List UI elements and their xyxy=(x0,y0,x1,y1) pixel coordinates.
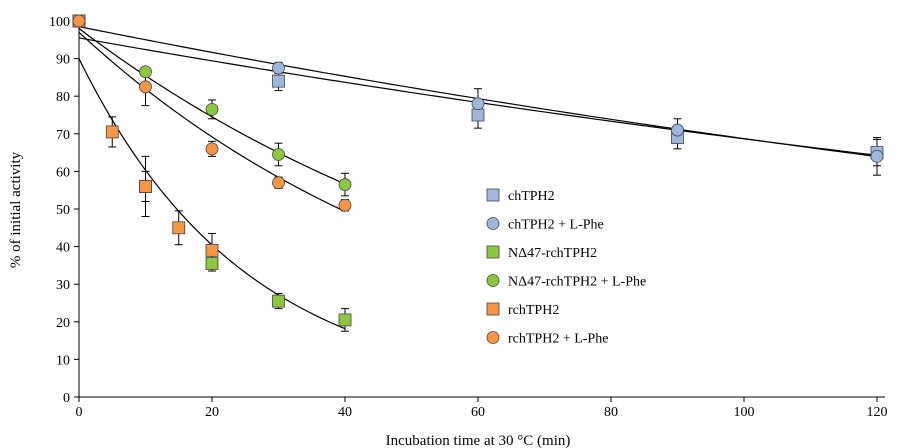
data-point xyxy=(870,149,884,163)
legend-item: NΔ47-rchTPH2 xyxy=(486,245,597,261)
legend-label: NΔ47-rchTPH2 + L-Phe xyxy=(508,275,646,290)
x-tick-label: 80 xyxy=(604,405,618,420)
legend-label: chTPH2 + L-Phe xyxy=(508,218,604,233)
y-tick-label: 50 xyxy=(56,203,70,218)
data-point xyxy=(272,74,285,88)
x-axis-label: Incubation time at 30 °C (min) xyxy=(386,433,571,448)
legend-swatch xyxy=(486,331,500,344)
x-tick-label: 40 xyxy=(338,405,352,420)
y-tick-label: 70 xyxy=(56,128,70,143)
data-point xyxy=(272,176,285,190)
y-tick-label: 90 xyxy=(56,53,70,68)
data-point xyxy=(205,257,219,270)
data-point xyxy=(272,294,285,308)
legend-swatch xyxy=(486,274,500,287)
data-point xyxy=(139,180,152,193)
y-tick-label: 10 xyxy=(56,353,70,368)
legend-item: rchTPH2 xyxy=(486,302,559,318)
y-tick-label: 60 xyxy=(56,165,70,180)
legend-item: NΔ47-rchTPH2 + L-Phe xyxy=(486,274,646,290)
y-tick-label: 0 xyxy=(63,391,70,406)
y-tick-label: 40 xyxy=(56,241,70,256)
data-point xyxy=(471,97,485,111)
legend-item: chTPH2 xyxy=(486,188,555,204)
y-tick-label: 100 xyxy=(49,15,70,30)
x-tick-label: 60 xyxy=(471,405,485,420)
legend-item: rchTPH2 + L-Phe xyxy=(486,331,608,347)
data-point xyxy=(205,102,219,116)
data-point xyxy=(72,14,86,28)
data-point xyxy=(272,61,285,75)
data-point xyxy=(205,142,219,156)
x-tick-label: 100 xyxy=(734,405,755,420)
legend: chTPH2 chTPH2 + L-Phe NΔ47-rchTPH2 NΔ47-rch… xyxy=(486,188,646,347)
data-point xyxy=(139,80,152,94)
data-point xyxy=(172,221,186,235)
legend-label: chTPH2 xyxy=(508,189,555,204)
legend-label: rchTPH2 + L-Phe xyxy=(508,332,608,347)
data-point xyxy=(338,178,352,191)
x-tick-label: 120 xyxy=(867,405,888,420)
legend-swatch xyxy=(486,245,500,259)
y-tick-label: 30 xyxy=(56,278,70,293)
data-point xyxy=(338,313,352,327)
fit-curve xyxy=(78,58,346,330)
data-point xyxy=(671,123,684,137)
legend-item: chTPH2 + L-Phe xyxy=(486,217,604,233)
x-tick-label: 0 xyxy=(76,405,83,420)
data-point xyxy=(205,243,219,257)
data-point xyxy=(338,198,352,212)
y-tick-label: 20 xyxy=(56,316,70,331)
legend-label: NΔ47-rchTPH2 xyxy=(508,246,597,261)
data-point xyxy=(139,65,152,79)
data-point xyxy=(105,125,119,139)
legend-swatch xyxy=(486,188,500,202)
legend-label: rchTPH2 xyxy=(508,303,559,318)
plot-area: 0 10 20 30 40 50 60 70 80 90 100 0 20 40 60 80 100 120 xyxy=(49,14,888,420)
y-tick-label: 80 xyxy=(56,90,70,105)
x-tick-label: 20 xyxy=(205,405,219,420)
data-point xyxy=(272,148,285,161)
y-axis-label: % of initial activity xyxy=(8,151,24,268)
data-point xyxy=(471,108,485,122)
legend-swatch xyxy=(486,302,500,316)
legend-swatch xyxy=(486,217,500,230)
fit-curve xyxy=(78,31,346,213)
